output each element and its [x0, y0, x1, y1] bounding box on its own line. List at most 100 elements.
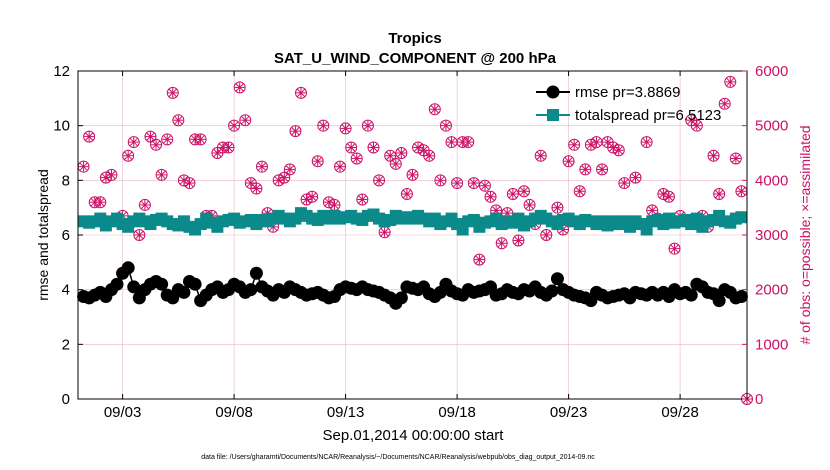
- obs-count-point: [228, 119, 241, 132]
- obs-count-point: [434, 174, 447, 187]
- legend-rmse-label: rmse pr=3.8869: [575, 84, 680, 101]
- obs-count-point: [161, 133, 174, 146]
- obs-count-point: [662, 190, 675, 203]
- obs-count-point: [194, 133, 207, 146]
- x-tick-label: 09/13: [327, 404, 365, 421]
- y2-axis-ticks: 0 1000 2000 3000 4000 5000 6000: [742, 63, 788, 408]
- x-tick-label: 09/28: [661, 404, 699, 421]
- x-axis-ticks: 09/03 09/08 09/13 09/18 09/23 09/28: [104, 71, 699, 421]
- obs-count-point: [478, 179, 491, 192]
- obs-count-point: [233, 81, 246, 94]
- obs-count-point: [462, 136, 475, 149]
- obs-possible-circle: [690, 119, 703, 132]
- obs-possible-circle: [523, 198, 536, 211]
- obs-possible-circle: [495, 237, 508, 250]
- y2-axis-label: # of obs: o=possible; ×=assimilated: [797, 125, 813, 344]
- obs-count-point: [707, 149, 720, 162]
- obs-possible-circle: [239, 114, 252, 127]
- obs-count-point: [518, 185, 530, 198]
- obs-possible-circle: [233, 81, 246, 94]
- obs-count-point: [239, 114, 252, 127]
- obs-possible-circle: [629, 171, 642, 184]
- obs-count-point: [395, 147, 408, 159]
- obs-possible-circle: [707, 149, 720, 162]
- obs-possible-circle: [451, 177, 464, 190]
- obs-possible-circle: [295, 86, 307, 99]
- obs-possible-circle: [367, 141, 380, 154]
- obs-count-point: [473, 253, 486, 266]
- obs-count-point: [378, 226, 391, 239]
- obs-possible-circle: [389, 157, 402, 170]
- obs-count-point: [345, 141, 358, 154]
- obs-possible-circle: [144, 130, 157, 143]
- obs-count-point: [451, 177, 464, 190]
- obs-possible-circle: [138, 198, 151, 211]
- obs-possible-circle: [222, 141, 235, 154]
- obs-count-point: [668, 242, 681, 255]
- y2-tick-label: 3000: [755, 227, 788, 244]
- obs-count-point: [551, 201, 564, 214]
- obs-count-point: [495, 237, 508, 250]
- rmse-point: [249, 266, 263, 280]
- obs-count-point: [384, 149, 397, 162]
- obs-possible-circle: [339, 122, 352, 135]
- obs-possible-circle: [662, 190, 675, 203]
- totalspread-point: [735, 211, 748, 224]
- obs-possible-circle: [618, 177, 631, 190]
- obs-possible-circle: [384, 149, 397, 162]
- obs-count-point: [328, 198, 341, 211]
- obs-count-point: [311, 155, 324, 168]
- obs-possible-circle: [356, 193, 369, 206]
- obs-possible-circle: [127, 136, 140, 149]
- obs-count-point: [122, 149, 135, 162]
- obs-count-point: [166, 86, 179, 99]
- rmse-point: [188, 277, 202, 291]
- obs-count-point: [573, 185, 586, 198]
- obs-possible-circle: [345, 141, 358, 154]
- y2-tick-label: 5000: [755, 118, 788, 135]
- y-tick-label: 2: [62, 336, 70, 353]
- obs-possible-circle: [568, 138, 581, 151]
- obs-possible-circle: [105, 168, 118, 181]
- obs-count-point: [183, 177, 196, 190]
- obs-possible-circle: [540, 229, 553, 241]
- obs-count-point: [222, 141, 235, 154]
- obs-count-point: [729, 152, 742, 165]
- y-tick-label: 8: [62, 172, 70, 189]
- obs-count-point: [339, 122, 352, 135]
- obs-count-point: [83, 130, 96, 143]
- obs-possible-circle: [713, 188, 726, 200]
- obs-possible-circle: [596, 163, 609, 176]
- obs-count-point: [579, 163, 592, 176]
- obs-possible-circle: [551, 201, 564, 214]
- chart-subtitle: SAT_U_WIND_COMPONENT @ 200 hPa: [274, 50, 557, 67]
- obs-count-point: [77, 160, 90, 173]
- obs-possible-circle: [724, 75, 737, 88]
- obs-possible-circle: [334, 160, 347, 173]
- obs-possible-circle: [439, 119, 452, 132]
- obs-count-point: [400, 188, 413, 200]
- obs-possible-circle: [428, 103, 441, 116]
- y2-tick-label: 2000: [755, 282, 788, 299]
- rmse-point: [545, 284, 559, 298]
- x-tick-label: 09/08: [215, 404, 253, 421]
- obs-possible-circle: [462, 136, 475, 149]
- x-tick-label: 09/03: [104, 404, 142, 421]
- obs-count-point: [144, 130, 157, 143]
- totalspread-marker-layer: [77, 207, 748, 236]
- rmse-point: [394, 291, 408, 305]
- rmse-point: [550, 272, 564, 286]
- obs-count-point: [646, 204, 659, 217]
- obs-count-point: [562, 155, 575, 168]
- obs-possible-circle: [484, 190, 497, 203]
- obs-count-point: [356, 193, 369, 206]
- obs-count-point: [127, 136, 140, 149]
- obs-count-point: [423, 149, 436, 162]
- obs-possible-circle: [434, 174, 447, 187]
- obs-possible-circle: [166, 86, 179, 99]
- obs-possible-circle: [573, 185, 586, 198]
- obs-possible-circle: [579, 163, 592, 176]
- obs-count-point: [568, 138, 581, 151]
- obs-possible-circle: [400, 188, 413, 200]
- x-tick-label: 09/18: [438, 404, 476, 421]
